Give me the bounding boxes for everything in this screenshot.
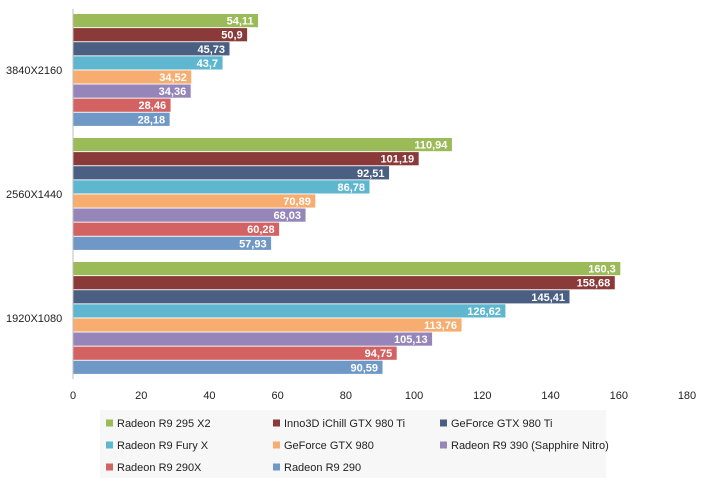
bar <box>73 236 272 250</box>
bar <box>73 98 171 112</box>
bar <box>73 360 383 374</box>
legend: Radeon R9 295 X2 Inno3D iChill GTX 980 Ti… <box>100 410 609 478</box>
bar <box>73 222 280 236</box>
legend-swatch <box>273 463 280 471</box>
bar-value-label: 105,13 <box>394 334 428 346</box>
bar <box>73 152 419 166</box>
x-tick-label: 120 <box>473 390 491 402</box>
category-labels: 3840X2160 2560X1440 1920X1080 <box>6 65 62 325</box>
bar-value-label: 34,52 <box>159 72 187 84</box>
bar-value-label: 34,36 <box>159 86 187 98</box>
x-tick-label: 180 <box>678 390 696 402</box>
legend-swatch <box>440 441 447 449</box>
x-tick-label: 20 <box>135 390 147 402</box>
legend-swatch <box>273 419 280 427</box>
bar-value-label: 86,78 <box>337 182 365 194</box>
category-label: 1920X1080 <box>6 313 62 325</box>
bar-value-label: 60,28 <box>247 224 275 236</box>
legend-label: Radeon R9 295 X2 <box>117 418 211 430</box>
bar-value-label: 94,75 <box>365 348 393 360</box>
bar <box>73 346 397 360</box>
bar-value-label: 160,3 <box>588 264 616 276</box>
x-tick-label: 140 <box>541 390 559 402</box>
bar <box>73 304 506 318</box>
bar-value-label: 110,94 <box>414 140 448 152</box>
legend-label: Radeon R9 290 <box>284 462 361 474</box>
bar-value-label: 45,73 <box>197 44 225 56</box>
bar-value-label: 50,9 <box>221 30 242 42</box>
bar <box>73 84 191 98</box>
legend-swatch <box>106 441 113 449</box>
x-tick-label: 40 <box>203 390 215 402</box>
bar-value-label: 28,46 <box>139 100 167 112</box>
bar <box>73 28 248 42</box>
legend-background <box>100 410 606 478</box>
bar <box>73 56 223 70</box>
bar-value-label: 90,59 <box>350 362 378 374</box>
bar <box>73 332 433 346</box>
legend-swatch <box>440 419 447 427</box>
bar <box>73 42 230 56</box>
bar <box>73 138 452 152</box>
legend-swatch <box>106 419 113 427</box>
bar <box>73 262 621 276</box>
category-label: 2560X1440 <box>6 189 62 201</box>
bar-value-label: 70,89 <box>283 196 311 208</box>
bar-value-label: 101,19 <box>381 154 415 166</box>
legend-label: Radeon R9 Fury X <box>117 440 209 452</box>
bar-value-label: 43,7 <box>197 58 218 70</box>
bar-value-label: 158,68 <box>577 278 611 290</box>
legend-swatch <box>273 441 280 449</box>
bar <box>73 166 390 180</box>
legend-label: GeForce GTX 980 Ti <box>451 418 552 430</box>
bar-value-label: 57,93 <box>239 238 267 250</box>
bar <box>73 112 170 126</box>
legend-swatch <box>106 463 113 471</box>
x-tick-label: 100 <box>405 390 423 402</box>
legend-label: Radeon R9 290X <box>117 462 202 474</box>
x-tick-label: 0 <box>70 390 76 402</box>
x-tick-label: 160 <box>610 390 628 402</box>
x-axis-tick-labels: 0 20 40 60 80 100 120 140 160 180 <box>70 390 696 402</box>
bar-value-label: 28,18 <box>138 114 166 126</box>
legend-label: GeForce GTX 980 <box>284 440 374 452</box>
legend-label: Radeon R9 390 (Sapphire Nitro) <box>451 440 609 452</box>
bar <box>73 14 259 28</box>
bar-value-label: 145,41 <box>531 292 565 304</box>
bar-value-label: 54,11 <box>227 16 254 28</box>
bar <box>73 276 615 290</box>
bar <box>73 318 462 332</box>
bar-value-label: 126,62 <box>467 306 501 318</box>
bar <box>73 290 570 304</box>
category-label: 3840X2160 <box>6 65 62 77</box>
bar-value-label: 92,51 <box>357 168 385 180</box>
x-tick-label: 80 <box>340 390 352 402</box>
x-tick-label: 60 <box>272 390 284 402</box>
bar-value-label: 68,03 <box>274 210 302 222</box>
bar <box>73 208 306 222</box>
bar <box>73 180 370 194</box>
bar-value-label: 113,76 <box>424 320 457 332</box>
legend-label: Inno3D iChill GTX 980 Ti <box>284 418 405 430</box>
bar <box>73 70 192 84</box>
bar <box>73 194 316 208</box>
bars-layer: 54,11 50,9 45,73 43,7 34,52 34,36 28,46 28,18 11… <box>73 14 621 374</box>
